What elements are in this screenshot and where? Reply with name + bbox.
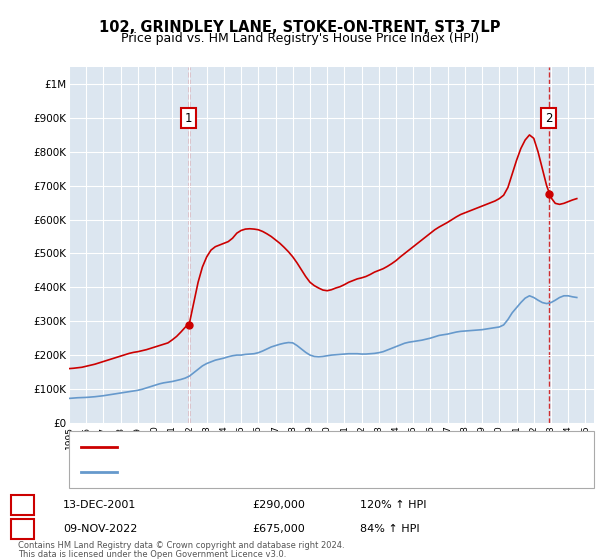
Text: 09-NOV-2022: 09-NOV-2022 (63, 524, 137, 534)
Text: 13-DEC-2001: 13-DEC-2001 (63, 500, 136, 510)
Text: 120% ↑ HPI: 120% ↑ HPI (360, 500, 427, 510)
Text: Price paid vs. HM Land Registry's House Price Index (HPI): Price paid vs. HM Land Registry's House … (121, 32, 479, 45)
Text: £675,000: £675,000 (252, 524, 305, 534)
Text: 1: 1 (185, 111, 193, 124)
Text: 2: 2 (19, 524, 26, 534)
Text: This data is licensed under the Open Government Licence v3.0.: This data is licensed under the Open Gov… (18, 550, 286, 559)
Text: 84% ↑ HPI: 84% ↑ HPI (360, 524, 419, 534)
Text: 1: 1 (19, 500, 26, 510)
Text: HPI: Average price, detached house, Stafford: HPI: Average price, detached house, Staf… (123, 468, 358, 477)
Text: 2: 2 (545, 111, 553, 124)
Text: £290,000: £290,000 (252, 500, 305, 510)
Point (544, 190, 553, 199)
Text: 102, GRINDLEY LANE, STOKE-ON-TRENT, ST3 7LP (detached house): 102, GRINDLEY LANE, STOKE-ON-TRENT, ST3 … (123, 442, 473, 452)
Text: 102, GRINDLEY LANE, STOKE-ON-TRENT, ST3 7LP: 102, GRINDLEY LANE, STOKE-ON-TRENT, ST3 … (99, 20, 501, 35)
Text: Contains HM Land Registry data © Crown copyright and database right 2024.: Contains HM Land Registry data © Crown c… (18, 541, 344, 550)
Point (184, 320, 193, 329)
